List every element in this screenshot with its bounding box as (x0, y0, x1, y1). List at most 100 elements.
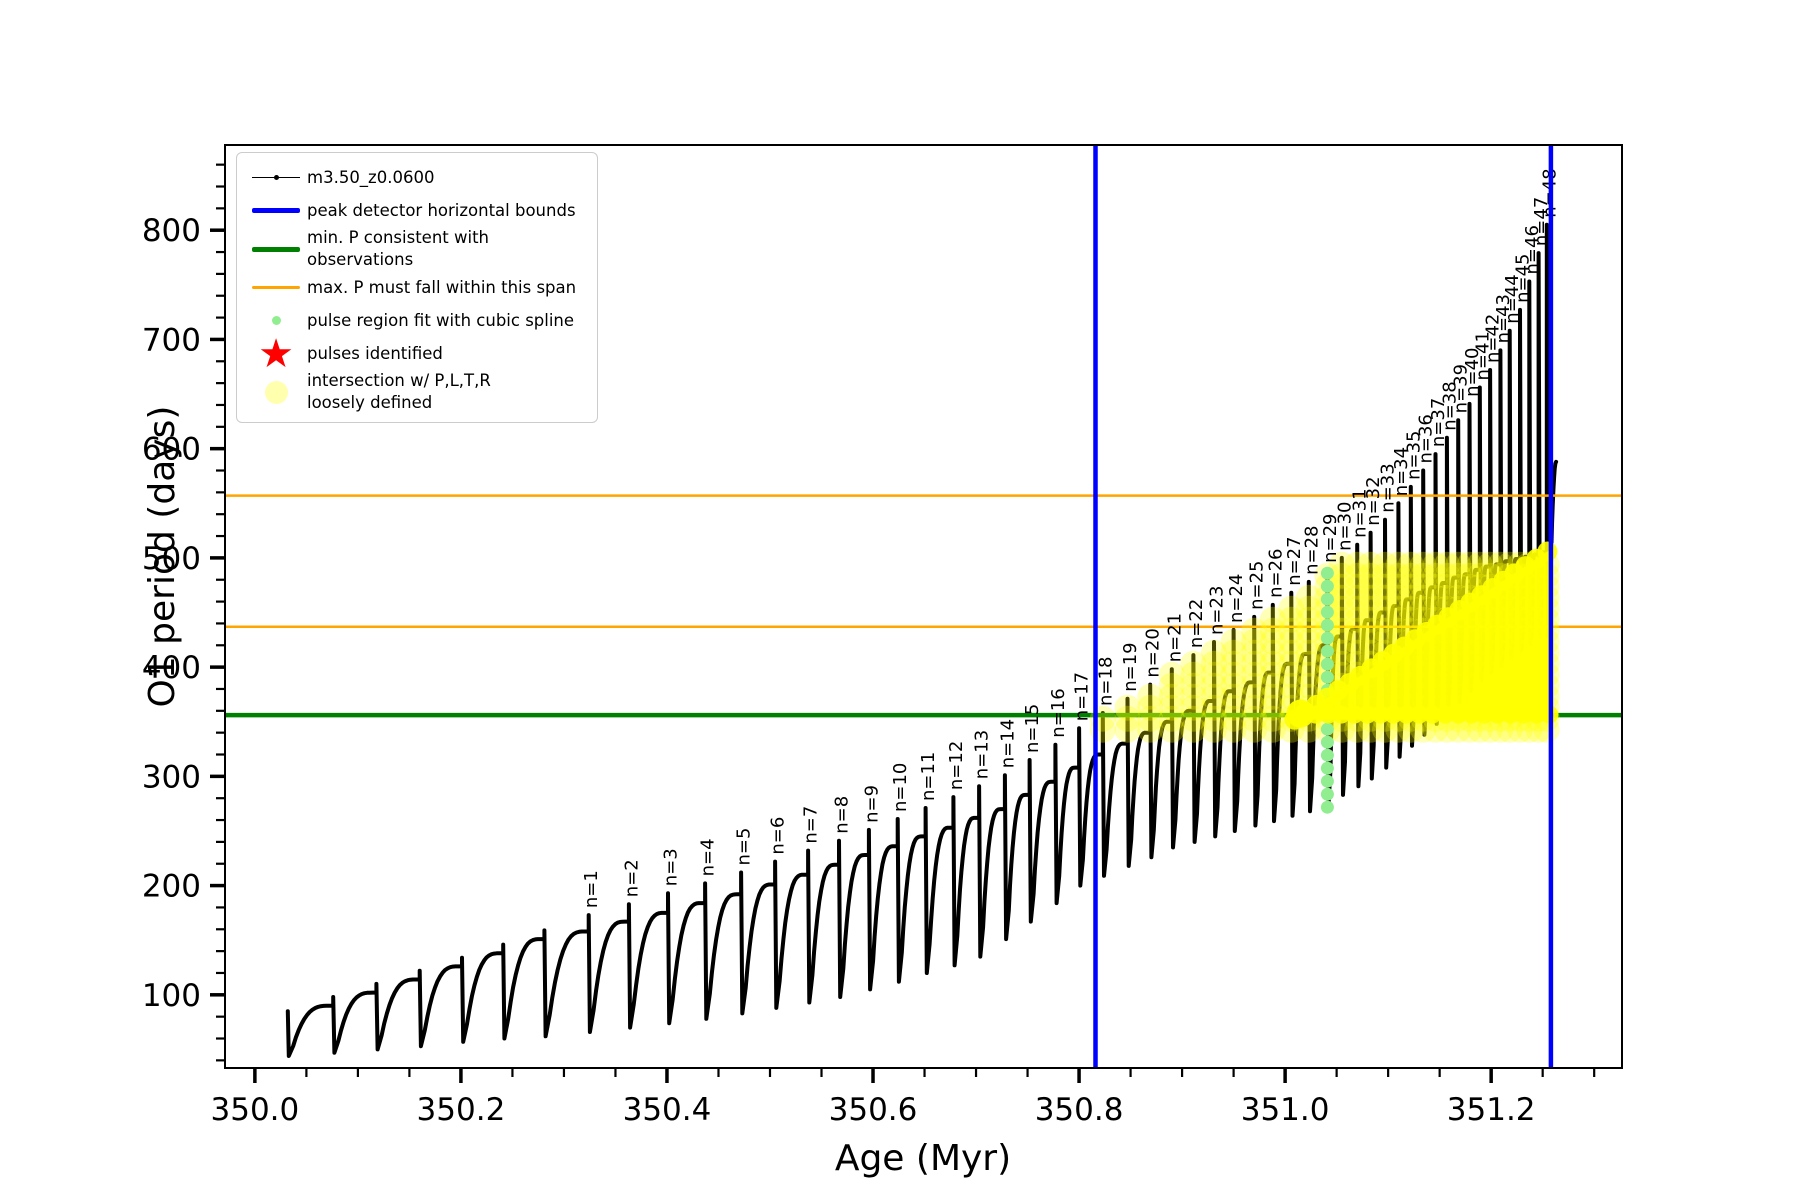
intersection-halo-marker (1433, 551, 1460, 578)
peak-label: n=23 (1207, 586, 1228, 635)
intersection-halo-marker (1344, 573, 1371, 600)
intersection-halo-marker (1328, 551, 1355, 578)
intersection-halo-marker (1344, 584, 1371, 611)
intersection-halo-marker (1344, 639, 1371, 666)
intersection-halo-marker (1114, 694, 1141, 721)
x-tick-label: 350.8 (1035, 1092, 1124, 1128)
y-tick-label: 400 (142, 650, 201, 686)
intersection-halo-marker (1180, 661, 1207, 688)
spline-fit-marker (1320, 800, 1334, 814)
intersection-wedge-base-marker (1371, 705, 1390, 724)
legend-marker-thick-line-icon (245, 208, 307, 213)
intersection-halo-marker (1180, 672, 1207, 699)
intersection-halo-marker (1137, 683, 1164, 710)
intersection-halo-marker (1344, 595, 1371, 622)
intersection-halo-marker (1385, 606, 1412, 633)
intersection-wedge-base-marker (1319, 705, 1338, 724)
spline-fit-marker (1320, 735, 1334, 749)
peak-label: n=36 (1416, 414, 1437, 463)
intersection-halo-marker (1220, 639, 1247, 666)
legend-marker-thick-line-icon (245, 246, 307, 252)
intersection-halo-marker (1357, 716, 1384, 743)
legend-label: min. P consistent with observations (307, 228, 489, 269)
intersection-halo-marker (1220, 672, 1247, 699)
peak-label: n=11 (918, 752, 939, 801)
intersection-halo-marker (1259, 716, 1286, 743)
peak-label: n=8 (832, 796, 853, 834)
peak-label: n=43 (1493, 294, 1514, 343)
peak-label: n=27 (1284, 536, 1305, 585)
legend-marker-small-dot-icon (245, 316, 307, 325)
peak-label: n=17 (1072, 672, 1093, 721)
intersection-halo-marker (1397, 584, 1424, 611)
intersection-halo-marker (1220, 716, 1247, 743)
intersection-halo-marker (1295, 639, 1322, 666)
intersection-wedge-base-marker (1384, 705, 1403, 724)
intersection-halo-marker (1410, 584, 1437, 611)
intersection-halo-marker (1278, 661, 1305, 688)
intersection-halo-marker (1201, 639, 1227, 666)
peak-label: n=9 (861, 785, 882, 823)
intersection-halo-marker (1328, 562, 1355, 589)
legend-marker-line-dot-icon (245, 174, 307, 180)
y-tick-label: 100 (142, 978, 201, 1014)
intersection-halo-marker (1357, 551, 1384, 578)
x-tick-label: 350.0 (211, 1092, 300, 1128)
intersection-halo-marker (1241, 639, 1268, 666)
peak-label: n=37 (1428, 398, 1449, 447)
intersection-wedge-base-marker (1423, 705, 1442, 724)
intersection-halo-marker (1357, 595, 1384, 622)
intersection-halo-marker (1357, 617, 1384, 644)
intersection-halo-marker (1466, 551, 1493, 578)
intersection-halo-marker (1278, 628, 1305, 655)
intersection-halo-marker (1344, 716, 1371, 743)
legend-item: min. P consistent with observations (245, 227, 587, 271)
intersection-halo-marker (1259, 617, 1286, 644)
spline-fit-marker (1320, 787, 1334, 801)
intersection-halo-marker (1344, 617, 1371, 644)
intersection-halo-marker (1422, 573, 1449, 600)
legend-label: max. P must fall within this span (307, 277, 577, 297)
intersection-wedge-base-marker (1462, 705, 1481, 724)
intersection-halo-marker (1344, 562, 1371, 589)
intersection-wedge-base-marker (1527, 705, 1546, 724)
peak-label: n=21 (1164, 613, 1185, 662)
intersection-halo-marker (1201, 705, 1227, 732)
peak-label: n=46 (1522, 225, 1543, 274)
intersection-halo-marker (1357, 584, 1384, 611)
legend-line-swatch (252, 286, 300, 289)
intersection-halo-marker (1445, 573, 1472, 600)
star-icon: ★ (258, 330, 294, 377)
intersection-halo-marker (1433, 573, 1460, 600)
intersection-halo-marker (1180, 716, 1207, 743)
spline-fit-marker (1320, 670, 1334, 684)
spline-fit-marker (1320, 605, 1334, 619)
peak-label: n=13 (972, 730, 993, 779)
peak-label: n=28 (1301, 525, 1322, 574)
legend-label: pulse region fit with cubic spline (307, 310, 575, 330)
intersection-halo-marker (1295, 606, 1322, 633)
legend-item: m3.50_z0.0600 (245, 161, 587, 194)
intersection-halo-marker (1295, 661, 1322, 688)
intersection-halo-marker (1328, 595, 1355, 622)
intersection-wedge-base-marker (1306, 705, 1325, 724)
intersection-halo-marker (1410, 562, 1437, 589)
intersection-halo-marker (1180, 694, 1207, 721)
intersection-halo-marker (1533, 716, 1560, 743)
intersection-halo-marker (1201, 716, 1227, 743)
y-tick-label: 500 (142, 541, 201, 577)
intersection-halo-marker (1259, 628, 1286, 655)
peak-label: n=15 (1022, 704, 1043, 753)
intersection-wedge-base-marker (1475, 705, 1494, 724)
intersection-halo-marker (1278, 639, 1305, 666)
x-tick-label: 350.4 (623, 1092, 712, 1128)
peak-label: n=22 (1186, 599, 1207, 648)
intersection-wedge-base-marker (1332, 705, 1351, 724)
peak-label: n=39 (1451, 364, 1472, 413)
intersection-halo-marker (1410, 551, 1437, 578)
intersection-halo-marker (1487, 716, 1514, 743)
intersection-halo-marker (1445, 551, 1472, 578)
intersection-halo-marker (1422, 716, 1449, 743)
spline-fit-marker (1320, 657, 1334, 671)
